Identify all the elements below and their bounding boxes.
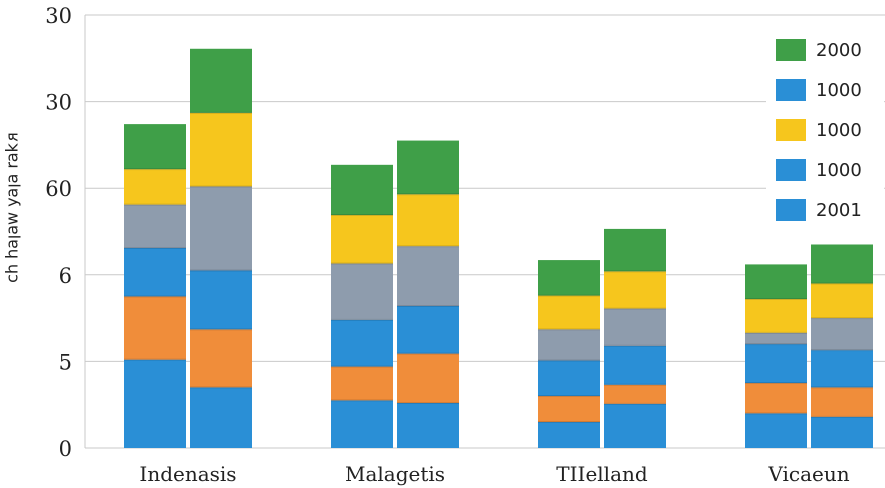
- bar-segment: [124, 359, 186, 448]
- bars-group: [124, 48, 873, 448]
- bar-segment: [811, 416, 873, 448]
- bar-segment: [745, 383, 807, 414]
- bar-segment: [124, 124, 186, 170]
- x-tick-label: Malagetis: [345, 462, 445, 486]
- bar-segment: [538, 360, 600, 397]
- bar-segment: [331, 319, 393, 367]
- legend-swatch: [776, 79, 806, 101]
- x-tick-label: Indenasis: [139, 462, 236, 486]
- bar-segment: [538, 329, 600, 361]
- bar-segment: [811, 387, 873, 417]
- legend-label: 2001: [816, 199, 862, 221]
- bar-segment: [397, 194, 459, 247]
- bar-segment: [397, 353, 459, 403]
- legend-item: 1000: [776, 156, 862, 184]
- legend-swatch: [776, 159, 806, 181]
- bar-segment: [124, 204, 186, 248]
- bar-segment: [745, 264, 807, 300]
- bar-segment: [811, 350, 873, 388]
- bar-segment: [745, 332, 807, 345]
- legend-swatch: [776, 199, 806, 221]
- bar-segment: [745, 344, 807, 384]
- bar-segment: [811, 244, 873, 284]
- bar-segment: [331, 164, 393, 216]
- bar-segment: [538, 396, 600, 423]
- bar-segment: [745, 413, 807, 448]
- bar-segment: [331, 263, 393, 320]
- bar-segment: [397, 140, 459, 195]
- bar-segment: [811, 283, 873, 319]
- legend-swatch: [776, 39, 806, 61]
- bar-segment: [397, 402, 459, 448]
- bar-segment: [397, 305, 459, 354]
- bar-segment: [604, 345, 666, 385]
- bar-segment: [331, 400, 393, 448]
- bar-segment: [538, 260, 600, 296]
- x-tick-label: TIIelland: [556, 462, 648, 486]
- y-tick-labels: 0 5 6 60 30 30: [45, 4, 72, 461]
- bar-segment: [331, 366, 393, 401]
- bar-segment: [397, 246, 459, 306]
- bar-segment: [538, 422, 600, 448]
- bar-segment: [811, 318, 873, 351]
- y-tick-label: 0: [59, 437, 72, 461]
- y-tick-label: 6: [59, 264, 72, 288]
- bar-segment: [331, 215, 393, 264]
- legend-label: 2000: [816, 39, 862, 61]
- bar-segment: [604, 308, 666, 346]
- legend-item: 2001: [776, 196, 862, 224]
- x-tick-labels: Indenasis Malagetis TIIelland Vicaeun: [139, 462, 849, 486]
- bar-segment: [604, 271, 666, 309]
- legend-label: 1000: [816, 119, 862, 141]
- bar-segment: [190, 270, 252, 330]
- y-tick-label: 30: [45, 4, 72, 28]
- legend-label: 1000: [816, 79, 862, 101]
- legend-item: 1000: [776, 76, 862, 104]
- y-tick-label: 60: [45, 177, 72, 201]
- bar-segment: [124, 169, 186, 205]
- legend-item: 2000: [776, 36, 862, 64]
- y-tick-label: 5: [59, 350, 72, 374]
- bar-segment: [745, 299, 807, 333]
- bar-segment: [190, 186, 252, 271]
- bar-segment: [190, 329, 252, 388]
- bar-segment: [190, 48, 252, 113]
- y-tick-label: 30: [45, 91, 72, 115]
- bar-segment: [190, 387, 252, 448]
- bar-segment: [124, 247, 186, 297]
- bar-segment: [124, 296, 186, 360]
- legend-item: 1000: [776, 116, 862, 144]
- bar-segment: [190, 112, 252, 187]
- bar-segment: [604, 403, 666, 448]
- legend-swatch: [776, 119, 806, 141]
- bar-segment: [604, 228, 666, 272]
- y-axis-label: ʁʞɐɹ ɐlɐʎ ʍɐlɐɥ ɥɔ: [4, 132, 24, 283]
- legend-label: 1000: [816, 159, 862, 181]
- bar-segment: [604, 384, 666, 404]
- legend: 2000 1000 1000 1000 2001: [766, 28, 884, 228]
- bar-segment: [538, 295, 600, 330]
- x-tick-label: Vicaeun: [767, 462, 849, 486]
